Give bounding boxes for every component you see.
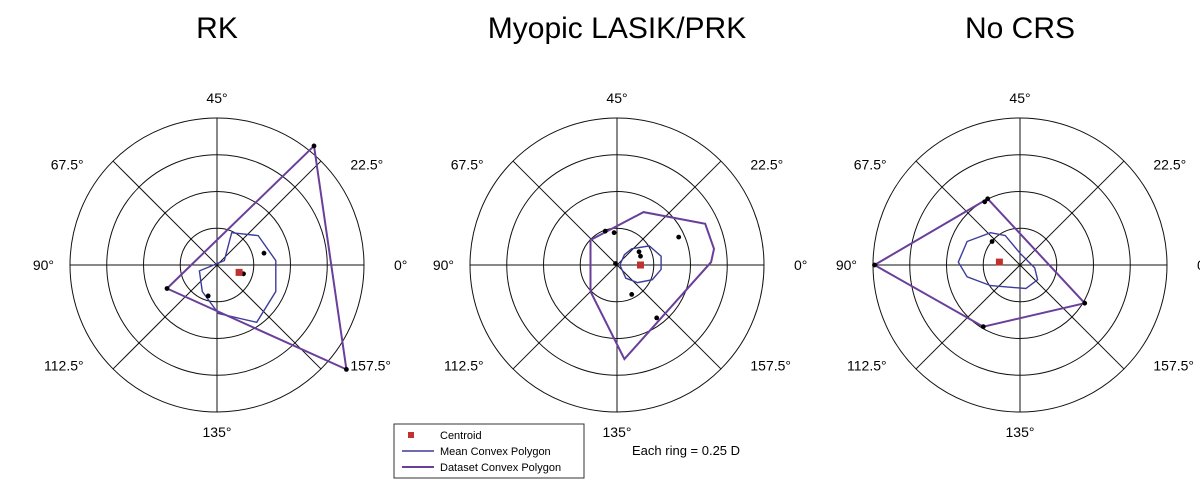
angle-label: 67.5° — [51, 157, 84, 173]
data-point — [344, 367, 349, 372]
panel-title: RK — [196, 12, 238, 45]
angle-label: 22.5° — [1153, 157, 1186, 173]
angle-label: 45° — [206, 90, 227, 106]
angle-label: 0° — [1197, 257, 1200, 273]
angle-label: 22.5° — [350, 157, 383, 173]
panel-title: Myopic LASIK/PRK — [488, 12, 746, 45]
legend-box — [393, 423, 585, 479]
data-point — [985, 196, 991, 202]
angle-label: 112.5° — [444, 358, 484, 374]
angle-label: 67.5° — [854, 157, 887, 173]
data-point — [164, 286, 170, 291]
angle-label: 90° — [836, 257, 857, 273]
data-point — [676, 234, 682, 240]
data-point — [311, 143, 317, 149]
data-point — [982, 199, 988, 205]
data-point — [636, 249, 642, 255]
angle-label: 135° — [203, 424, 232, 440]
centroid-marker — [995, 258, 1003, 266]
angle-label: 135° — [603, 424, 632, 440]
angle-label: 157.5° — [750, 358, 791, 374]
data-point — [989, 239, 995, 244]
angle-label: 157.5° — [1153, 358, 1194, 374]
dataset-convex-polygon — [165, 143, 348, 372]
angle-label: 67.5° — [451, 157, 484, 173]
polar-panels: RK0°22.5°45°67.5°90°112.5°135°157.5°Myop… — [33, 12, 1200, 440]
angle-label: 90° — [33, 257, 54, 273]
legend: Centroid Mean Convex Polygon Dataset Con… — [393, 423, 585, 479]
polar-spoke — [112, 160, 322, 370]
data-point — [638, 253, 643, 259]
angle-label: 157.5° — [350, 358, 391, 374]
data-point — [602, 228, 608, 234]
dataset-convex-polygon — [589, 211, 716, 361]
data-point — [629, 292, 635, 297]
mean-convex-polygon — [957, 231, 1039, 290]
centroid-marker — [637, 261, 644, 269]
angle-label: 112.5° — [847, 358, 887, 374]
dataset-convex-polygon — [872, 197, 1087, 328]
angle-label: 90° — [433, 257, 454, 273]
legend-mean-label: Mean Convex Polygon — [440, 446, 551, 458]
angle-label: 112.5° — [44, 358, 84, 374]
data-point — [611, 230, 617, 236]
angle-label: 0° — [794, 257, 807, 273]
panel-1: Myopic LASIK/PRK 0° 22.5° 45° 67.5° 90° 112.5°… — [433, 12, 808, 440]
angle-label: 135° — [1006, 424, 1035, 440]
data-point — [613, 261, 618, 266]
legend-centroid-label: Centroid — [440, 430, 482, 442]
data-point — [980, 324, 986, 330]
data-point — [654, 315, 660, 321]
angle-label: 45° — [606, 90, 627, 106]
panel-2: No CRS 0° 22.5° 45° 67.5° 90° 112.5° 135° 157.5° — [836, 12, 1200, 440]
panel-title: No CRS — [965, 12, 1075, 45]
angle-label: 45° — [1009, 90, 1030, 106]
centroid-marker — [235, 268, 243, 276]
ring-scale-note: Each ring = 0.25 D — [632, 443, 740, 458]
legend-centroid-marker — [408, 432, 414, 438]
data-point — [205, 293, 211, 299]
angle-label: 22.5° — [750, 157, 783, 173]
panel-0: RK 0° 22.5° 45° 67.5° 90° 112.5° 135° 157.5° — [33, 12, 408, 440]
data-point — [872, 262, 877, 268]
legend-dataset-label: Dataset Convex Polygon — [440, 462, 561, 474]
data-point — [1082, 300, 1088, 306]
mean-convex-polygon — [198, 231, 277, 324]
angle-label: 0° — [394, 257, 407, 273]
polar-spoke — [915, 160, 1125, 370]
data-point — [261, 250, 267, 256]
mean-convex-polygon — [619, 245, 662, 284]
